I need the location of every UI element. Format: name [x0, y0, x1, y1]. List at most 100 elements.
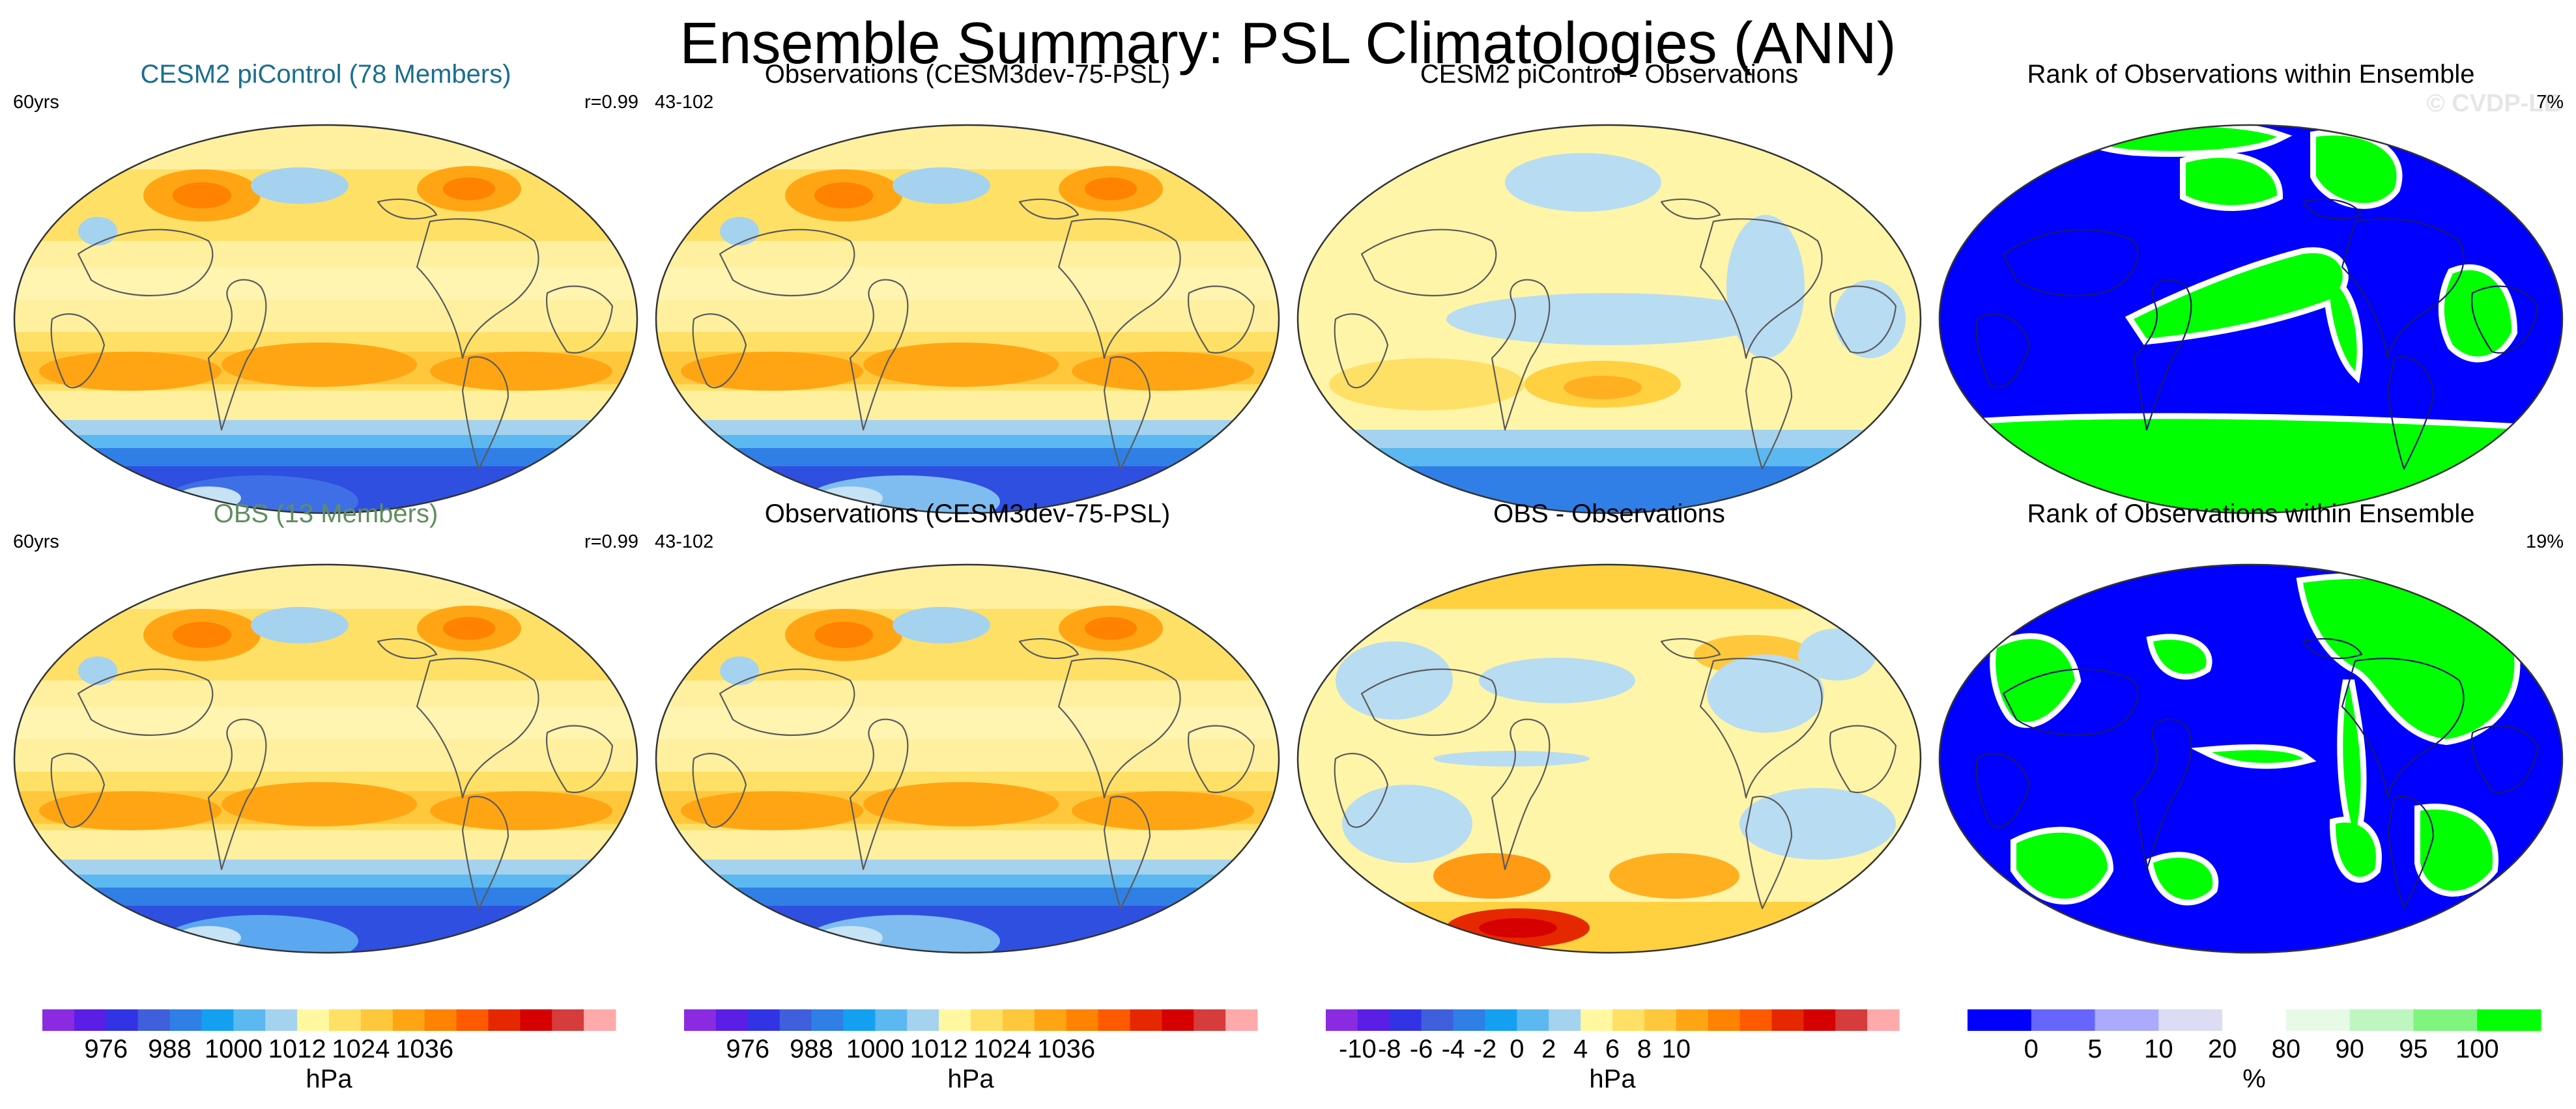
diff2-blue-1 [1479, 658, 1635, 703]
colorbar-2-swatch-1 [1357, 1009, 1390, 1031]
diff-so1 [1298, 430, 1921, 449]
coastline-6 [2302, 638, 2363, 660]
colorbar-0-swatch-16 [552, 1009, 584, 1031]
map-panel-7 [1938, 563, 2564, 954]
colorbar-2-swatch-4 [1453, 1009, 1485, 1031]
psl-low-asia [78, 217, 117, 246]
panel-title-1: Observations (CESM3dev-75-PSL) [764, 60, 1171, 89]
map-field-0 [14, 125, 637, 513]
colorbar-1-swatch-5 [843, 1009, 876, 1031]
colorbar-0-swatch-6 [233, 1009, 266, 1031]
coastline-5 [1188, 285, 1255, 354]
colorbar-2-label-1: -8 [1377, 1035, 1401, 1063]
rank-green-2 [2316, 135, 2397, 203]
colorbar-2-swatch-8 [1581, 1009, 1613, 1031]
psl-antarctic [163, 915, 358, 953]
panel-title-2: CESM2 piControl - Observations [1420, 60, 1799, 89]
diff2-blue-3 [1798, 628, 1876, 681]
map-field-4 [14, 565, 637, 953]
colorbar-1-swatch-16 [1194, 1009, 1226, 1031]
panel-right-label-0: r=0.99 [584, 92, 638, 113]
coastline-2 [461, 796, 509, 910]
panel-title-3: Rank of Observations within Ensemble [2027, 60, 2475, 89]
colorbar-0-swatch-10 [360, 1009, 394, 1031]
coastline-6 [2302, 198, 2363, 220]
coastline-3 [77, 668, 214, 737]
coastline-4 [1334, 313, 1389, 389]
colorbar-2-label-4: -2 [1473, 1035, 1497, 1063]
psl-high-s3 [65, 354, 143, 375]
colorbar-1-label-3: 1012 [909, 1035, 968, 1063]
rank-green-7 [2420, 809, 2493, 891]
map-border-6 [1296, 563, 1922, 954]
psl-band-eq [656, 267, 1279, 300]
psl-high-core-n1 [443, 617, 495, 640]
map-field-2 [1298, 125, 1921, 513]
colorbar-3-label-2: 10 [2144, 1035, 2173, 1063]
diff-blue-npac [1505, 153, 1661, 212]
diff2-blue-0 [1336, 641, 1453, 720]
coastline-5 [1829, 725, 1897, 793]
map-border-7 [1938, 563, 2564, 954]
panel-title-4: OBS (13 Members) [213, 499, 438, 528]
psl-band-so2 [656, 875, 1279, 889]
colorbar-3-unit: % [2242, 1065, 2266, 1093]
coastline-4 [1334, 753, 1389, 828]
colorbar-2-swatch-16 [1835, 1009, 1868, 1031]
coastline-0 [849, 279, 909, 431]
rank-green-4 [2016, 832, 2108, 899]
panel-title-5: Observations (CESM3dev-75-PSL) [764, 499, 1171, 528]
colorbar-2-swatch-11 [1676, 1009, 1709, 1031]
psl-high-s1 [863, 343, 1059, 387]
colorbar-1-swatch-0 [684, 1009, 717, 1031]
colorbar-0-swatch-0 [42, 1009, 75, 1031]
colorbar-2-label-0: -10 [1338, 1035, 1377, 1063]
coastline-0 [849, 718, 909, 871]
map-border-3 [1938, 124, 2564, 514]
colorbar-0-label-2: 1000 [204, 1035, 263, 1063]
psl-high-core-n0 [173, 182, 231, 208]
psl-antarctic [805, 915, 1000, 953]
colorbar-0-swatch-14 [488, 1009, 521, 1031]
map-border-2 [1296, 124, 1922, 514]
panel-title-7: Rank of Observations within Ensemble [2027, 499, 2475, 528]
map-panel-4 [13, 563, 638, 954]
coastline-4 [692, 313, 747, 389]
colorbar-2-label-7: 4 [1573, 1035, 1588, 1063]
map-panel-0 [13, 124, 638, 514]
colorbar-1 [684, 1009, 1258, 1031]
map-panel-6 [1296, 563, 1922, 954]
colorbar-2-label-8: 6 [1605, 1035, 1620, 1063]
coastline-1 [1057, 658, 1181, 799]
psl-band-so1 [14, 420, 637, 436]
colorbar-0-swatch-12 [424, 1009, 457, 1031]
colorbar-1-swatch-4 [811, 1009, 844, 1031]
colorbar-0-swatch-8 [297, 1009, 330, 1031]
panel-left-label-0: 60yrs [13, 92, 59, 113]
coastline-0 [1491, 279, 1551, 431]
colorbar-0-swatch-1 [74, 1009, 107, 1031]
psl-band-so1 [656, 860, 1279, 876]
colorbar-3-swatch-7 [2413, 1009, 2478, 1031]
coastline-4 [692, 753, 747, 828]
psl-high-s2 [430, 791, 612, 830]
psl-band-so1 [14, 860, 637, 876]
colorbar-1-label-0: 976 [726, 1035, 770, 1063]
diff2-blue-4 [1342, 785, 1472, 863]
coastline-3 [1360, 668, 1497, 737]
map-panel-5 [655, 563, 1280, 954]
colorbar-3-swatch-1 [2031, 1009, 2096, 1031]
psl-high-s2 [1072, 791, 1254, 830]
colorbar-1-swatch-1 [715, 1009, 749, 1031]
panel-title-0: CESM2 piControl (78 Members) [140, 60, 511, 89]
colorbar-2-label-10: 10 [1661, 1035, 1691, 1063]
coastline-6 [377, 638, 438, 660]
diff2-north [1298, 565, 1921, 609]
psl-high-core-n1 [443, 177, 495, 201]
colorbar-1-swatch-11 [1034, 1009, 1067, 1031]
coastline-5 [546, 285, 614, 354]
colorbar-2-swatch-17 [1867, 1009, 1900, 1031]
coastline-4 [50, 313, 106, 389]
colorbar-1-swatch-2 [747, 1009, 780, 1031]
colorbar-1-label-1: 988 [790, 1035, 833, 1063]
